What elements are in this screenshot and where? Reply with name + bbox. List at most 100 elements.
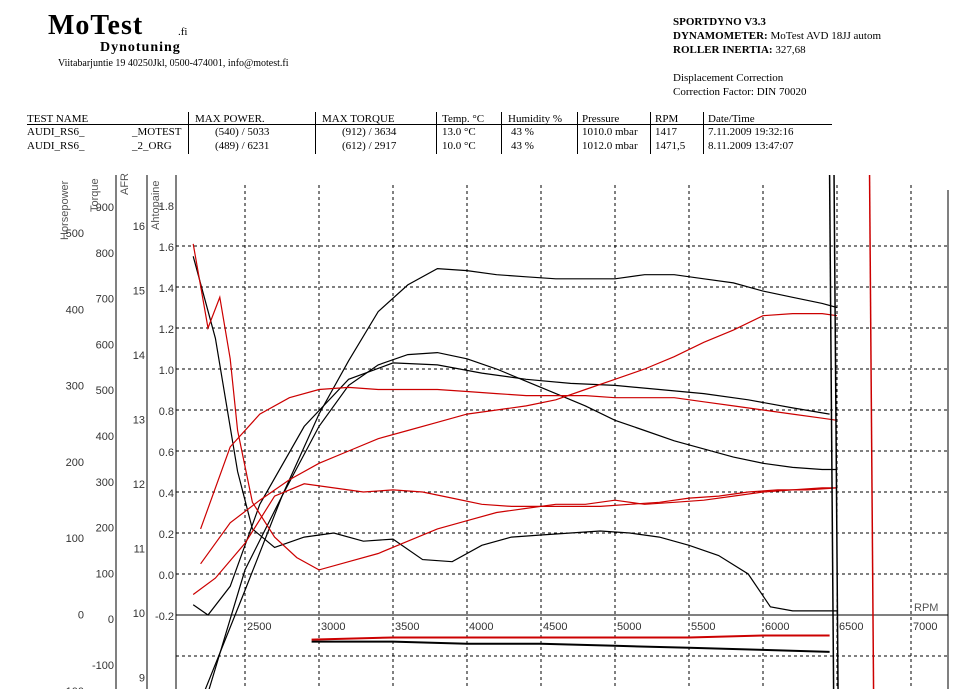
x-tick-label: 6500 [839, 621, 863, 633]
series-line-motest-torque [208, 351, 837, 689]
correction-line-2: Correction Factor: DIN 70020 [673, 86, 807, 98]
table-divider [315, 112, 316, 154]
afr-tick-label: 11 [134, 544, 145, 556]
ahtopaine-tick-label: 1.2 [159, 324, 174, 336]
series-line-motest-power [204, 267, 838, 689]
dynamometer-value: MoTest AVD 18JJ autom [770, 30, 882, 42]
torque-tick-label: 400 [96, 431, 114, 443]
table-header-rule [27, 124, 832, 125]
afr-tick-label: 13 [133, 415, 145, 427]
col-header-temp: Temp. °C [442, 113, 485, 125]
torque-tick-label: 600 [96, 339, 114, 351]
ahtopaine-tick-label: 0.0 [159, 570, 174, 582]
afr-tick-label: 12 [133, 479, 145, 491]
ahtopaine-tick-label: 1.0 [159, 365, 174, 377]
ahtopaine-tick-label: 0.8 [159, 406, 174, 418]
series-line-2org-boost [192, 483, 838, 595]
horsepower-tick-label: 0 [78, 610, 84, 622]
table-divider [650, 112, 651, 154]
afr-tick-label: 10 [133, 608, 145, 620]
run-end-line-orig [868, 174, 875, 689]
torque-tick-label: 500 [96, 385, 114, 397]
ahtopaine-tick-label: -0.2 [155, 611, 174, 623]
table-divider [703, 112, 704, 154]
table-row-1-suffix: _MOTEST [132, 126, 182, 138]
series-line-motest-decel [311, 640, 830, 653]
torque-tick-label: 200 [96, 523, 114, 535]
ahtopaine-tick-label: 0.4 [159, 488, 174, 500]
table-row-1-humidity: 43 % [511, 126, 534, 138]
company-address: Viitabarjuntie 19 40250Jkl, 0500-474001,… [58, 58, 289, 69]
table-row-1-power: (540) / 5033 [215, 126, 270, 138]
afr-tick-label: 14 [133, 350, 145, 362]
run-end-line-motest [833, 174, 839, 689]
logo-subtitle: Dynotuning [100, 40, 181, 55]
table-row-1-datetime: 7.11.2009 19:32:16 [708, 126, 794, 138]
series-line-2org-power [200, 313, 838, 565]
torque-tick-label: 800 [96, 248, 114, 260]
dynamometer-line: DYNAMOMETER: MoTest AVD 18JJ autom [673, 30, 881, 43]
col-header-max-torque: MAX TORQUE [322, 113, 395, 125]
table-row-1-temp: 13.0 °C [442, 126, 476, 138]
table-divider [501, 112, 502, 154]
horsepower-tick-label: 500 [66, 228, 84, 240]
table-row-2-power: (489) / 6231 [215, 140, 270, 152]
run-end-line-motest [828, 174, 835, 689]
logo-suffix: .fi [178, 26, 188, 38]
afr-tick-label: 9 [139, 673, 145, 685]
torque-tick-label: 700 [96, 294, 114, 306]
table-row-1-name: AUDI_RS6_ [27, 126, 85, 138]
ahtopaine-axis-label: Ahtopaine [150, 180, 162, 230]
table-row-1-rpm: 1417 [655, 126, 677, 138]
torque-tick-label: 0 [108, 614, 114, 626]
afr-tick-label: 16 [133, 221, 145, 233]
ahtopaine-tick-label: 0.6 [159, 447, 174, 459]
x-tick-label: 3500 [395, 621, 419, 633]
ahtopaine-tick-label: 1.8 [159, 201, 174, 213]
ahtopaine-tick-label: 0.2 [159, 529, 174, 541]
horsepower-tick-label: 100 [66, 533, 84, 545]
table-divider [577, 112, 578, 154]
x-tick-label: 4000 [469, 621, 493, 633]
x-tick-label: 5500 [691, 621, 715, 633]
torque-tick-label: 300 [96, 477, 114, 489]
x-tick-label: 6000 [765, 621, 789, 633]
col-header-rpm: RPM [655, 113, 679, 125]
chart-axes: 2500 3000 3500 4000 4500 5000 5500 6000 6500 7000… [59, 173, 937, 689]
x-tick-label: 2500 [247, 621, 271, 633]
table-divider [188, 112, 189, 154]
table-row-2-torque: (612) / 2917 [342, 140, 397, 152]
col-header-pressure: Pressure [582, 113, 620, 125]
torque-tick-label: 900 [96, 202, 114, 214]
table-row-2-rpm: 1471,5 [655, 140, 686, 152]
table-row-2-name: AUDI_RS6_ [27, 140, 85, 152]
table-row-2-pressure: 1012.0 mbar [582, 140, 638, 152]
inertia-label: ROLLER INERTIA: [673, 44, 773, 56]
horsepower-tick-label: 400 [66, 304, 84, 316]
table-row-2-temp: 10.0 °C [442, 140, 476, 152]
chart-grid [175, 175, 949, 689]
col-header-max-power: MAX POWER. [195, 113, 265, 125]
x-tick-label: 7000 [913, 621, 937, 633]
table-row-1-pressure: 1010.0 mbar [582, 126, 638, 138]
horsepower-tick-label: 300 [66, 381, 84, 393]
table-row-2-suffix: _2_ORG [132, 140, 172, 152]
torque-tick-label: -100 [92, 660, 114, 672]
horsepower-axis-label: Horsepower [59, 180, 71, 240]
x-tick-label: 3000 [321, 621, 345, 633]
correction-line-1: Displacement Correction [673, 72, 784, 84]
chart-series [192, 174, 875, 689]
col-header-humidity: Humidity % [508, 113, 563, 125]
table-row-2-datetime: 8.11.2009 13:47:07 [708, 140, 794, 152]
col-header-test-name: TEST NAME [27, 113, 89, 125]
x-tick-label: 4500 [543, 621, 567, 633]
table-row-2-humidity: 43 % [511, 140, 534, 152]
torque-tick-label: 100 [96, 568, 114, 580]
x-axis-label: RPM [914, 602, 938, 614]
afr-axis-label: AFR [119, 173, 131, 195]
inertia-line: ROLLER INERTIA: 327,68 [673, 44, 806, 57]
series-line-motest-boost [192, 362, 830, 616]
torque-axis-label: Torque [89, 178, 101, 212]
logo-text: MoTest [48, 10, 144, 41]
